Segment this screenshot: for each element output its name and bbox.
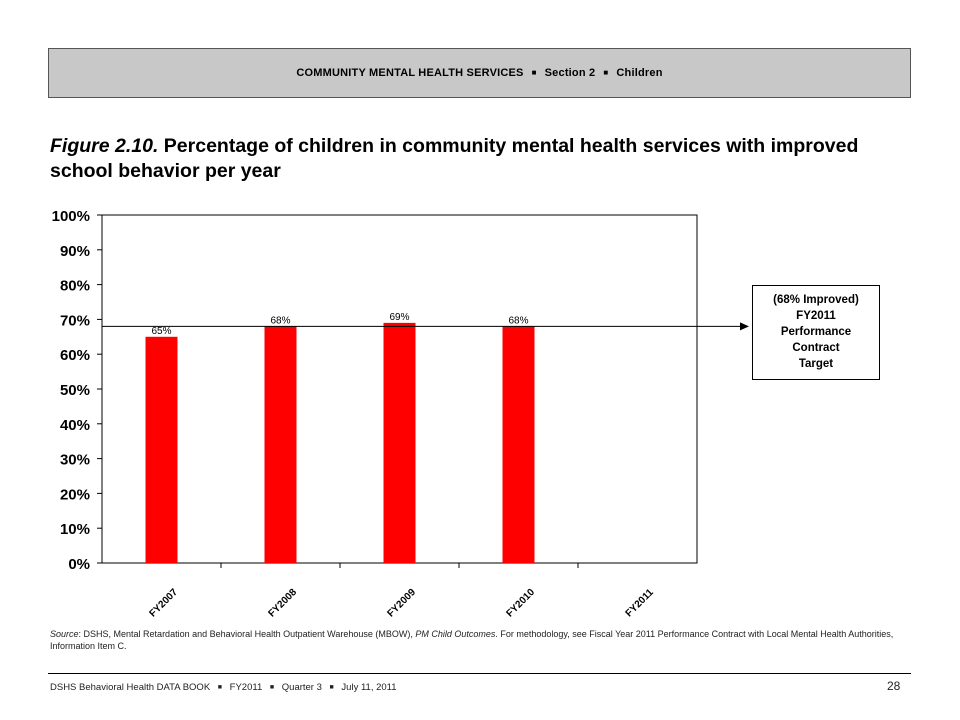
y-tick-label: 0% — [68, 556, 90, 573]
source-note: Source: DSHS, Mental Retardation and Beh… — [50, 628, 910, 652]
data-label: 68% — [508, 315, 528, 326]
source-label: Source — [50, 629, 79, 639]
source-text: : DSHS, Mental Retardation and Behaviora… — [78, 629, 416, 639]
y-tick-label: 40% — [60, 417, 90, 434]
header-separator: ■ — [531, 67, 537, 77]
footer-book: DSHS Behavioral Health DATA BOOK — [50, 682, 211, 693]
figure-title-text: Percentage of children in community ment… — [50, 135, 859, 182]
footer-separator: ■ — [329, 684, 334, 691]
footer-date: July 11, 2011 — [341, 682, 397, 693]
header-section: COMMUNITY MENTAL HEALTH SERVICES — [296, 67, 524, 79]
footer-rule — [48, 673, 911, 674]
source-text-2: . For methodology, see Fiscal Year 2011 … — [50, 629, 894, 651]
bar — [502, 326, 535, 563]
header-topic: Children — [616, 67, 663, 79]
header-part: Section 2 — [544, 67, 596, 79]
annotation-line: Contract — [792, 342, 840, 354]
y-tick-label: 10% — [60, 521, 90, 538]
bar — [264, 326, 297, 563]
y-tick-label: 30% — [60, 452, 90, 469]
x-tick-label: FY2009 — [385, 587, 418, 620]
y-tick-label: 20% — [60, 486, 90, 503]
footer-fiscal-year: FY2011 — [229, 682, 263, 693]
figure-number: Figure 2.10. — [50, 135, 159, 157]
data-label: 69% — [389, 312, 409, 323]
y-tick-label: 70% — [60, 312, 90, 329]
y-tick-label: 60% — [60, 347, 90, 364]
y-tick-label: 50% — [60, 382, 90, 399]
y-tick-label: 90% — [60, 243, 90, 260]
page-number: 28 — [887, 679, 901, 693]
x-tick-label: FY2007 — [147, 587, 180, 620]
header-separator: ■ — [603, 67, 609, 77]
y-tick-label: 80% — [60, 278, 90, 295]
annotation-line: (68% Improved) — [773, 294, 859, 306]
bar — [145, 336, 178, 563]
footer-separator: ■ — [217, 684, 223, 691]
y-tick-label: 100% — [52, 208, 90, 225]
bar — [383, 322, 416, 563]
x-tick-label: FY2008 — [266, 587, 299, 620]
target-arrowhead — [740, 322, 749, 331]
footer-quarter: Quarter 3 — [281, 682, 322, 693]
annotation-line: Performance — [780, 326, 852, 338]
footer-info: DSHS Behavioral Health DATA BOOK ■ FY201… — [50, 682, 397, 693]
footer-separator: ■ — [269, 684, 275, 691]
source-italic: PM Child Outcomes — [415, 629, 496, 639]
x-tick-label: FY2010 — [504, 587, 537, 620]
data-label: 65% — [151, 326, 171, 337]
annotation-line: FY2011 — [796, 310, 836, 322]
figure-title: Figure 2.10. Percentage of children in c… — [50, 134, 910, 184]
x-tick-label: FY2011 — [624, 587, 656, 619]
target-annotation-box: (68% Improved) FY2011 Performance Contra… — [752, 285, 880, 380]
section-header: COMMUNITY MENTAL HEALTH SERVICES ■ Secti… — [48, 48, 911, 98]
annotation-line: Target — [798, 358, 834, 370]
data-label: 68% — [270, 315, 290, 326]
